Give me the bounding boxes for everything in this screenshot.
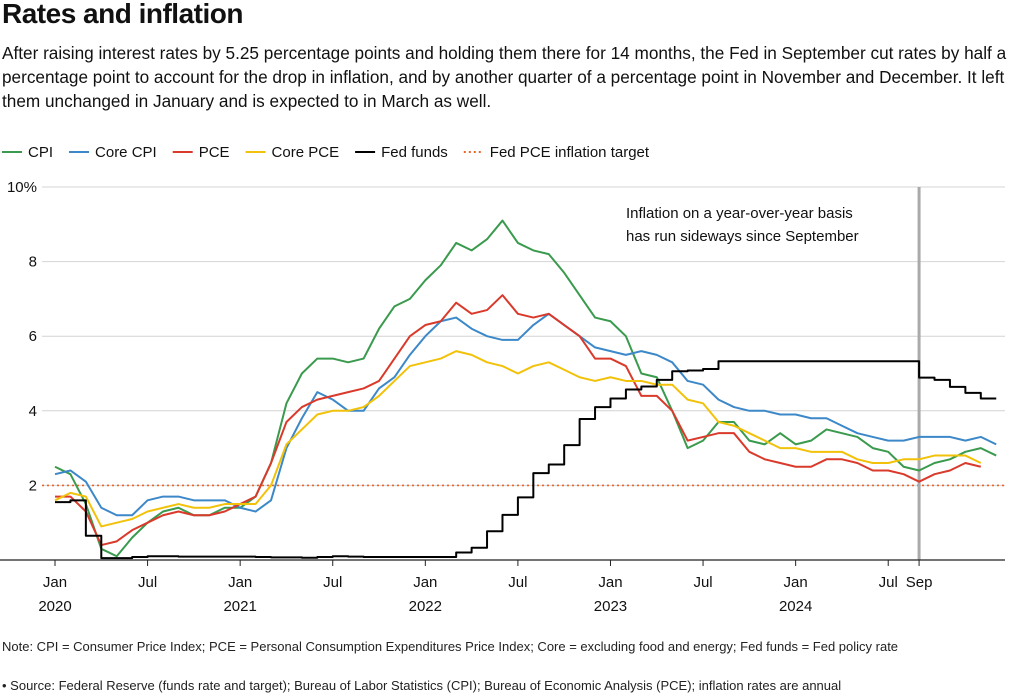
series-line (54, 219, 997, 558)
y-tick-label: 4 (29, 403, 37, 420)
x-tick-year: 2021 (223, 598, 256, 615)
legend-label: Core PCE (272, 144, 340, 161)
series-line (55, 360, 997, 560)
legend-label: Fed funds (381, 144, 448, 161)
chart: 10% 8 6 4 2 Inflation on a year-over-year bas… (0, 144, 1005, 615)
series-line (55, 294, 982, 547)
legend-label: CPI (28, 144, 53, 161)
y-tick-label: 2 (29, 477, 37, 494)
series-line (54, 312, 997, 517)
x-tick-label: Jan (598, 574, 622, 591)
x-tick-label: Jul (138, 574, 157, 591)
x-tick-year: 2022 (409, 598, 442, 615)
series-line (54, 350, 982, 528)
y-tick-label: 6 (29, 328, 37, 345)
x-tick-label: Sep (906, 574, 933, 591)
x-tick-label: Jul (693, 574, 712, 591)
y-tick-label: 10% (7, 179, 37, 196)
x-tick-label: Jan (784, 574, 808, 591)
note: Note: CPI = Consumer Price Index; PCE = … (2, 639, 899, 654)
x-tick-label: Jan (413, 574, 437, 591)
x-tick-label: Jul (879, 574, 898, 591)
x-tick-label: Jan (228, 574, 252, 591)
x-tick-label: Jan (43, 574, 67, 591)
x-tick-label: Jul (508, 574, 527, 591)
chart-title: Rates and inflation (2, 0, 243, 29)
legend-label: Fed PCE inflation target (490, 144, 650, 161)
source: • Source: Federal Reserve (funds rate an… (2, 678, 842, 693)
legend-label: PCE (199, 144, 230, 161)
x-tick-year: 2020 (38, 598, 71, 615)
x-tick-year: 2023 (594, 598, 627, 615)
legend-label: Core CPI (95, 144, 157, 161)
x-tick-year: 2024 (779, 598, 812, 615)
y-tick-label: 8 (29, 254, 37, 271)
annotation: Inflation on a year-over-year basis (626, 205, 853, 222)
annotation: has run sideways since September (626, 228, 859, 245)
chart-subtitle: After raising interest rates by 5.25 per… (2, 43, 1007, 111)
x-tick-label: Jul (323, 574, 342, 591)
